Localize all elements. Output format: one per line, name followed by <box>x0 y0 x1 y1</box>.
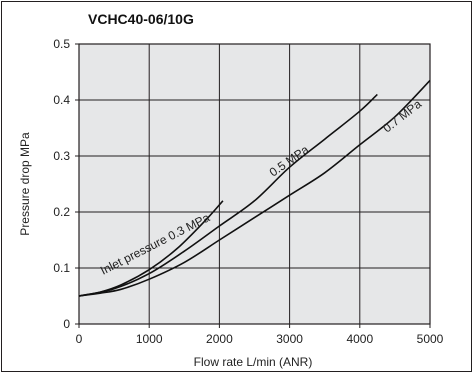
x-tick-label-0: 0 <box>76 332 83 346</box>
x-tick-label-3: 3000 <box>276 332 303 346</box>
y-tick-label-2: 0.2 <box>53 205 70 219</box>
x-tick-label-1: 1000 <box>136 332 163 346</box>
y-tick-label-4: 0.4 <box>53 93 70 107</box>
series-line-1 <box>78 93 378 297</box>
y-tick-label-5: 0.5 <box>53 37 70 51</box>
series-line-2 <box>78 79 431 297</box>
y-tick-label-1: 0.1 <box>53 261 70 275</box>
tick-labels: 0 1000 2000 3000 4000 5000 0 0.1 0.2 0.3 0.4 0.5 <box>53 37 443 346</box>
x-tick-label-2: 2000 <box>206 332 233 346</box>
y-axis-label: Pressure drop MPa <box>18 132 32 236</box>
grid-lines <box>75 43 431 328</box>
series-lines <box>78 79 431 297</box>
x-tick-label-5: 5000 <box>417 332 444 346</box>
x-tick-label-4: 4000 <box>346 332 373 346</box>
y-tick-label-3: 0.3 <box>53 149 70 163</box>
x-axis-label: Flow rate L/min (ANR) <box>194 355 313 369</box>
chart-title: VCHC40-06/10G <box>88 11 194 27</box>
y-tick-label-0: 0 <box>63 317 70 331</box>
